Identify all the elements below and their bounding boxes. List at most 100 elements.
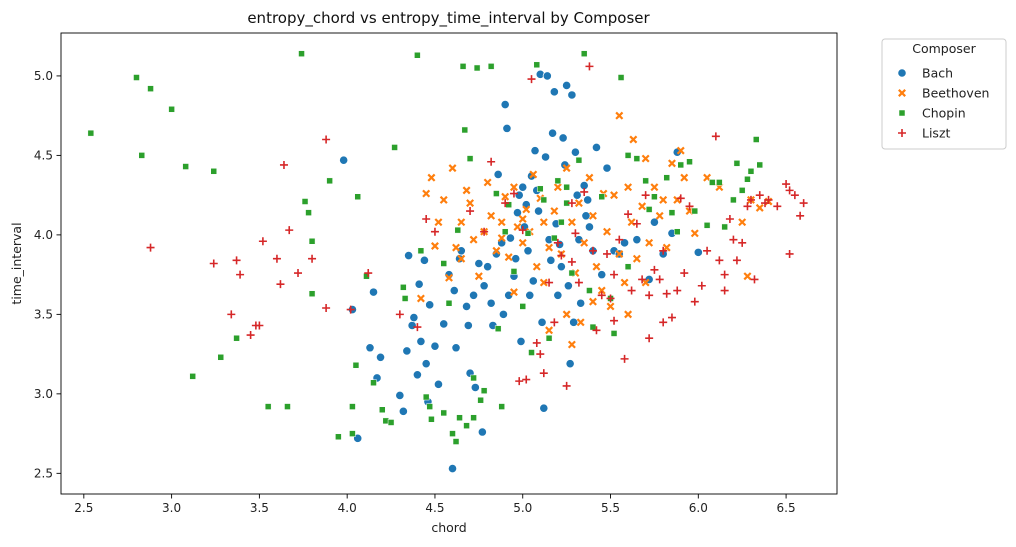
- point-liszt: [632, 219, 641, 228]
- point-beethoven: [680, 173, 689, 182]
- point-beethoven: [513, 222, 522, 231]
- point-bach: [468, 290, 479, 300]
- point-chopin: [537, 185, 544, 193]
- point-bach: [447, 463, 458, 474]
- point-bach: [581, 211, 591, 221]
- point-beethoven: [645, 238, 654, 247]
- x-tick-label: 3.0: [162, 501, 181, 515]
- point-beethoven: [492, 246, 501, 255]
- point-bach: [502, 123, 512, 133]
- point-beethoven: [592, 262, 601, 271]
- point-chopin: [493, 190, 500, 197]
- point-chopin: [454, 226, 462, 234]
- point-beethoven: [553, 183, 562, 192]
- point-bach: [525, 290, 535, 300]
- point-chopin: [452, 438, 460, 445]
- point-bach: [570, 147, 581, 157]
- legend-marker-bach: [897, 68, 907, 78]
- point-chopin: [335, 433, 342, 441]
- y-tick-label: 4.0: [34, 228, 53, 242]
- point-chopin: [744, 175, 751, 183]
- point-liszt: [346, 305, 355, 314]
- point-liszt: [364, 269, 373, 278]
- point-liszt: [255, 321, 264, 330]
- point-liszt: [732, 256, 741, 265]
- point-bach: [516, 336, 526, 346]
- point-chopin: [470, 374, 477, 382]
- point-bach: [419, 255, 430, 265]
- point-liszt: [750, 275, 759, 284]
- point-chopin: [168, 106, 175, 113]
- point-liszt: [610, 270, 619, 279]
- point-liszt: [585, 62, 594, 71]
- point-liszt: [641, 191, 650, 200]
- point-liszt: [430, 227, 439, 236]
- point-beethoven: [580, 238, 589, 247]
- point-beethoven: [518, 238, 527, 247]
- point-beethoven: [676, 146, 685, 155]
- point-beethoven: [755, 203, 764, 212]
- point-liszt: [690, 297, 699, 306]
- point-chopin: [308, 237, 316, 245]
- point-bach: [597, 270, 607, 280]
- point-beethoven: [562, 310, 571, 319]
- point-bach: [483, 262, 493, 272]
- point-liszt: [294, 269, 303, 278]
- point-liszt: [146, 243, 155, 252]
- point-liszt: [703, 246, 712, 255]
- x-axis-ticks: 2.5 3.0 3.5 4.0 4.5 5.0 5.5 6.0 6.5: [74, 494, 796, 515]
- y-axis-ticks: 2.5 3.0 3.5 4.0 4.5 5.0: [34, 69, 61, 480]
- point-chopin: [301, 198, 309, 205]
- point-chopin: [624, 263, 632, 270]
- point-liszt: [662, 289, 671, 298]
- point-bach: [558, 133, 568, 143]
- point-bach: [500, 99, 510, 110]
- point-beethoven: [430, 242, 439, 250]
- point-bach: [421, 359, 431, 369]
- point-liszt: [246, 331, 255, 340]
- point-beethoven: [445, 273, 453, 282]
- point-chopin: [477, 396, 484, 404]
- point-liszt: [743, 202, 752, 211]
- point-bach: [574, 235, 584, 245]
- point-beethoven: [550, 207, 559, 216]
- point-beethoven: [615, 249, 624, 258]
- point-liszt: [697, 281, 706, 290]
- point-bach: [404, 250, 414, 261]
- point-beethoven: [667, 159, 676, 168]
- point-bach: [449, 285, 459, 296]
- point-liszt: [545, 278, 554, 287]
- point-beethoven: [487, 211, 496, 220]
- point-liszt: [720, 270, 729, 279]
- point-liszt: [764, 195, 773, 204]
- point-liszt: [711, 132, 720, 141]
- legend-marker-chopin: [898, 109, 906, 117]
- point-bach: [505, 233, 516, 243]
- point-liszt: [209, 259, 218, 268]
- point-chopin: [589, 323, 597, 331]
- point-liszt: [527, 75, 536, 84]
- point-chopin: [487, 63, 495, 70]
- point-chopin: [400, 284, 407, 291]
- point-bach: [477, 427, 487, 437]
- point-liszt: [676, 194, 685, 203]
- point-bach: [539, 403, 549, 413]
- point-chopin: [752, 136, 760, 143]
- legend-marker-liszt: [898, 129, 906, 137]
- x-axis-label: chord: [431, 520, 466, 535]
- point-chopin: [298, 50, 305, 57]
- point-liszt: [785, 186, 794, 195]
- point-beethoven: [509, 183, 518, 192]
- point-chopin: [691, 207, 699, 215]
- point-bach: [583, 195, 593, 205]
- point-liszt: [232, 256, 241, 265]
- point-chopin: [558, 218, 565, 226]
- point-bach: [569, 317, 579, 327]
- point-chopin: [709, 179, 716, 186]
- point-bach: [425, 300, 435, 310]
- point-beethoven: [522, 205, 531, 214]
- point-bach: [523, 246, 533, 256]
- point-beethoven: [539, 218, 548, 227]
- point-beethoven: [539, 278, 548, 287]
